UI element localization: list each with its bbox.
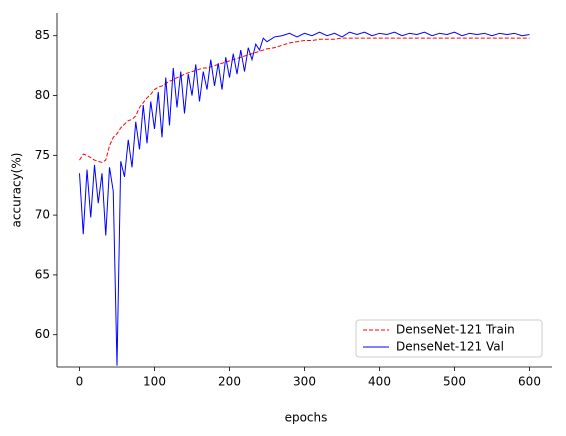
x-tick-label: 0 — [76, 375, 84, 389]
x-tick-label: 500 — [443, 375, 466, 389]
y-tick-label: 75 — [35, 148, 50, 162]
y-tick-label: 60 — [35, 327, 50, 341]
x-tick-label: 600 — [518, 375, 541, 389]
y-tick-label: 65 — [35, 267, 50, 281]
data-line — [79, 37, 530, 164]
x-tick-label: 200 — [218, 375, 241, 389]
y-tick-label: 85 — [35, 28, 50, 42]
legend-label: DenseNet-121 Train — [396, 323, 515, 337]
legend-box — [355, 319, 543, 358]
x-tick-label: 300 — [293, 375, 316, 389]
y-tick-label: 70 — [35, 208, 50, 222]
x-tick-label: 400 — [368, 375, 391, 389]
data-line — [79, 31, 530, 366]
x-tick-label: 100 — [143, 375, 166, 389]
x-axis-label: epochs — [285, 411, 328, 425]
legend-label: DenseNet-121 Val — [396, 340, 504, 354]
y-axis-label: accuracy(%) — [10, 153, 24, 228]
y-tick-label: 80 — [35, 88, 50, 102]
